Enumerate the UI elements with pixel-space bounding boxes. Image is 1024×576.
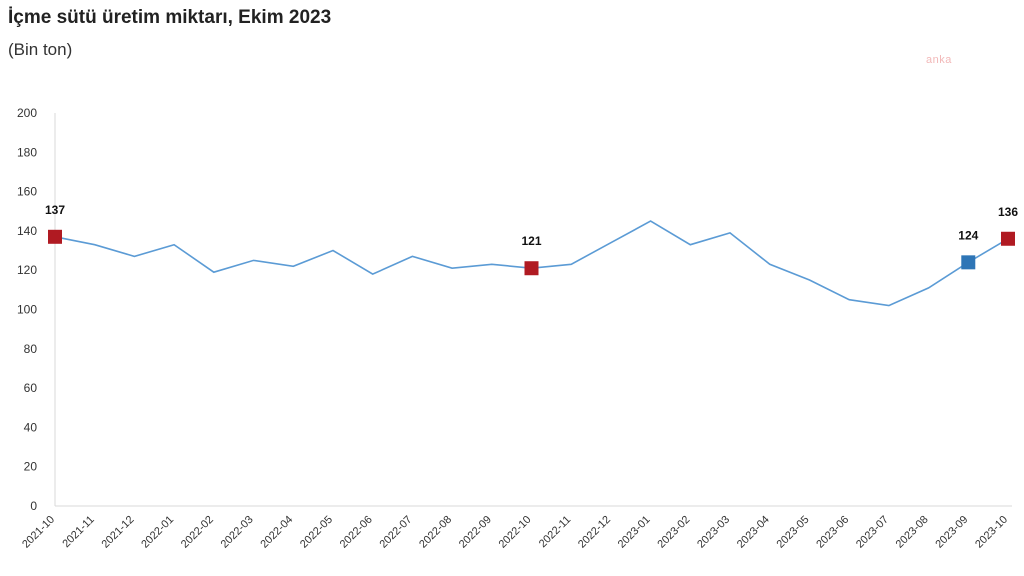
x-tick-label: 2023-04 xyxy=(735,514,772,551)
x-axis: 2021-10 2021-11 2021-12 2022-01 2022-02 2022-… xyxy=(20,505,1012,551)
x-tick-label: 2022-10 xyxy=(497,514,534,551)
x-tick-label: 2022-09 xyxy=(457,514,494,551)
x-tick-label: 2022-04 xyxy=(258,514,295,551)
data-label: 124 xyxy=(958,228,978,242)
x-tick-label: 2022-02 xyxy=(179,514,216,551)
y-tick-label: 140 xyxy=(17,224,37,238)
y-tick-label: 160 xyxy=(17,185,37,199)
data-point-marker xyxy=(961,255,976,270)
data-label-layer: 137 121 124 136 xyxy=(45,203,1018,248)
y-tick-label: 120 xyxy=(17,263,37,277)
x-tick-label: 2022-12 xyxy=(576,514,613,551)
y-tick-label: 0 xyxy=(30,499,37,513)
x-tick-label: 2021-11 xyxy=(60,514,96,550)
y-axis: 0 20 40 60 80 100 120 140 160 180 200 xyxy=(17,106,56,513)
data-label: 137 xyxy=(45,203,65,217)
x-tick-label: 2022-07 xyxy=(377,514,414,551)
y-tick-label: 200 xyxy=(17,106,37,120)
x-tick-label: 2022-08 xyxy=(417,514,454,551)
x-tick-label: 2022-06 xyxy=(338,514,375,551)
x-tick-label: 2023-01 xyxy=(616,514,653,551)
x-tick-label: 2023-07 xyxy=(854,514,891,551)
x-tick-label: 2022-03 xyxy=(219,514,256,551)
data-point-marker xyxy=(524,261,539,276)
y-tick-label: 60 xyxy=(24,381,38,395)
y-tick-label: 180 xyxy=(17,145,37,159)
data-label: 136 xyxy=(998,205,1018,219)
x-tick-label: 2022-01 xyxy=(139,514,176,551)
x-tick-label: 2021-10 xyxy=(20,514,57,551)
x-tick-label: 2023-06 xyxy=(814,514,851,551)
x-tick-label: 2023-10 xyxy=(973,514,1010,551)
y-tick-label: 40 xyxy=(24,420,38,434)
marker-layer xyxy=(48,229,1015,276)
y-tick-label: 80 xyxy=(24,342,38,356)
x-tick-label: 2023-08 xyxy=(894,514,931,551)
data-point-marker xyxy=(48,229,62,244)
data-label: 121 xyxy=(521,234,541,248)
chart-title: İçme sütü üretim miktarı, Ekim 2023 xyxy=(8,7,332,28)
x-tick-label: 2022-11 xyxy=(537,514,573,550)
data-point-marker xyxy=(1001,231,1015,246)
x-tick-label: 2022-05 xyxy=(298,514,335,551)
x-tick-label: 2021-12 xyxy=(100,514,137,551)
x-tick-label: 2023-03 xyxy=(695,514,732,551)
y-tick-label: 100 xyxy=(17,303,37,317)
x-tick-label: 2023-02 xyxy=(655,514,692,551)
watermark: anka xyxy=(926,54,952,66)
y-tick-label: 20 xyxy=(24,460,38,474)
x-tick-label: 2023-05 xyxy=(775,514,812,551)
chart-subtitle: (Bin ton) xyxy=(8,40,73,59)
x-tick-label: 2023-09 xyxy=(933,514,970,551)
